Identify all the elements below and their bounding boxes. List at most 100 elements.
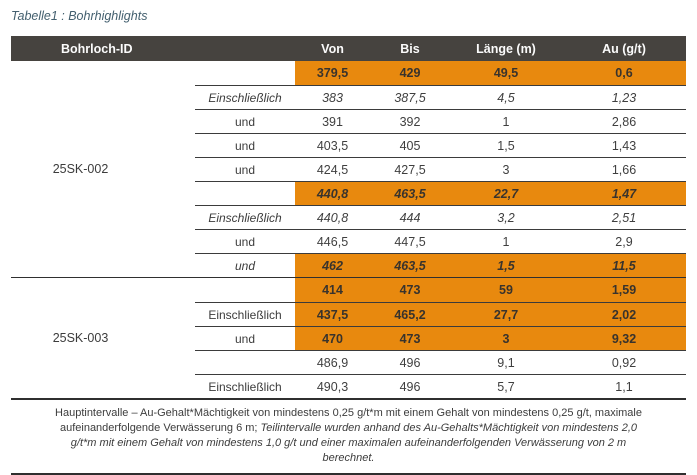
bohrloch-id-cell: 25SK-002 bbox=[52, 162, 109, 176]
table-row: 414 473 59 1,59 bbox=[195, 278, 686, 302]
column-header-bohrloch-id: Bohrloch-ID bbox=[61, 41, 133, 56]
bis-cell: 405 bbox=[399, 138, 421, 153]
drill-highlights-table: Bohrloch-ID Von Bis Länge (m) Au (g/t) 2… bbox=[11, 36, 686, 475]
laenge-cell: 1,5 bbox=[497, 138, 515, 153]
von-cell: 391 bbox=[322, 114, 343, 129]
au-cell: 9,32 bbox=[562, 327, 686, 350]
von-cell: 403,5 bbox=[316, 138, 349, 153]
au-cell: 2,86 bbox=[611, 114, 637, 129]
footnote-sub-intervals-text: Teilintervalle wurden anhand des Au-Geha… bbox=[70, 422, 638, 464]
au-cell: 0,92 bbox=[611, 355, 637, 370]
qualifier-cell: Einschließlich bbox=[208, 307, 282, 322]
column-header-laenge: Länge (m) bbox=[476, 41, 536, 56]
column-header-von: Von bbox=[321, 41, 344, 56]
qualifier-cell bbox=[195, 182, 295, 205]
laenge-cell: 1 bbox=[502, 234, 510, 249]
au-cell: 1,43 bbox=[611, 138, 637, 153]
laenge-cell: 9,1 bbox=[497, 355, 515, 370]
table-row: und 403,5 405 1,5 1,43 bbox=[195, 133, 686, 157]
section-rows: 379,5 429 49,5 0,6 Einschließlich 383 38… bbox=[195, 61, 686, 277]
bis-cell: 463,5 bbox=[370, 182, 450, 205]
au-cell: 1,66 bbox=[611, 162, 637, 177]
table-row: 379,5 429 49,5 0,6 bbox=[195, 61, 686, 85]
qualifier-cell: Einschließlich bbox=[208, 210, 282, 225]
von-cell: 383 bbox=[322, 90, 343, 105]
au-cell: 2,9 bbox=[615, 234, 633, 249]
table-header-row: Bohrloch-ID Von Bis Länge (m) Au (g/t) bbox=[11, 36, 686, 61]
qualifier-cell bbox=[195, 278, 295, 302]
von-cell: 490,3 bbox=[316, 379, 349, 394]
table-row: und 446,5 447,5 1 2,9 bbox=[195, 229, 686, 253]
section-25sk-002: 25SK-002 379,5 429 49,5 0,6 Einschließli… bbox=[11, 61, 686, 277]
bis-cell: 496 bbox=[399, 379, 421, 394]
au-cell: 1,47 bbox=[562, 182, 686, 205]
bis-cell: 465,2 bbox=[370, 303, 450, 326]
bis-cell: 387,5 bbox=[394, 90, 426, 105]
table-caption: Tabelle1 : Bohrhighlights bbox=[11, 9, 148, 23]
au-cell: 2,02 bbox=[562, 303, 686, 326]
qualifier-cell bbox=[195, 351, 295, 374]
von-cell: 440,8 bbox=[295, 182, 370, 205]
qualifier-cell: und bbox=[234, 258, 256, 273]
laenge-cell: 1 bbox=[502, 114, 510, 129]
footnote: Hauptintervalle – Au-Gehalt*Mächtigkeit … bbox=[11, 398, 686, 475]
laenge-cell: 3,2 bbox=[497, 210, 515, 225]
laenge-cell: 4,5 bbox=[497, 90, 515, 105]
table-row: Einschließlich 490,3 496 5,7 1,1 bbox=[195, 374, 686, 398]
table-row: Einschließlich 437,5 465,2 27,7 2,02 bbox=[195, 302, 686, 326]
table-row: und 470 473 3 9,32 bbox=[195, 326, 686, 350]
qualifier-cell bbox=[195, 61, 295, 85]
laenge-cell: 3 bbox=[502, 162, 510, 177]
au-cell: 1,23 bbox=[611, 90, 637, 105]
qualifier-cell: und bbox=[234, 331, 256, 346]
footnote-main-intervals-text: Hauptintervalle – Au-Gehalt*Mächtigkeit … bbox=[55, 407, 642, 434]
qualifier-cell: und bbox=[234, 138, 256, 153]
au-cell: 1,59 bbox=[562, 278, 686, 302]
qualifier-cell: Einschließlich bbox=[208, 90, 282, 105]
von-cell: 446,5 bbox=[316, 234, 349, 249]
bis-cell: 429 bbox=[370, 61, 450, 85]
au-cell: 2,51 bbox=[611, 210, 637, 225]
von-cell: 414 bbox=[295, 278, 370, 302]
table-row: Einschließlich 440,8 444 3,2 2,51 bbox=[195, 205, 686, 229]
table-row: 486,9 496 9,1 0,92 bbox=[195, 350, 686, 374]
au-cell: 1,1 bbox=[615, 379, 633, 394]
bis-cell: 392 bbox=[399, 114, 421, 129]
bis-cell: 473 bbox=[370, 278, 450, 302]
von-cell: 379,5 bbox=[295, 61, 370, 85]
qualifier-cell: Einschließlich bbox=[208, 379, 282, 394]
column-header-bis: Bis bbox=[400, 41, 420, 56]
table-row: 440,8 463,5 22,7 1,47 bbox=[195, 181, 686, 205]
qualifier-cell: und bbox=[234, 234, 256, 249]
table-row: und 462 463,5 1,5 11,5 bbox=[195, 253, 686, 277]
au-cell: 11,5 bbox=[562, 254, 686, 277]
von-cell: 470 bbox=[295, 327, 370, 350]
au-cell: 0,6 bbox=[562, 61, 686, 85]
laenge-cell: 49,5 bbox=[450, 61, 562, 85]
bis-cell: 447,5 bbox=[394, 234, 426, 249]
laenge-cell: 27,7 bbox=[450, 303, 562, 326]
bohrloch-id-cell: 25SK-003 bbox=[52, 331, 109, 345]
table-row: und 391 392 1 2,86 bbox=[195, 109, 686, 133]
table-row: Einschließlich 383 387,5 4,5 1,23 bbox=[195, 85, 686, 109]
bis-cell: 427,5 bbox=[394, 162, 426, 177]
laenge-cell: 5,7 bbox=[497, 379, 515, 394]
bis-cell: 463,5 bbox=[370, 254, 450, 277]
bis-cell: 444 bbox=[399, 210, 421, 225]
von-cell: 437,5 bbox=[295, 303, 370, 326]
column-header-au: Au (g/t) bbox=[602, 41, 646, 56]
laenge-cell: 3 bbox=[450, 327, 562, 350]
von-cell: 462 bbox=[295, 254, 370, 277]
qualifier-cell: und bbox=[234, 162, 256, 177]
bis-cell: 473 bbox=[370, 327, 450, 350]
von-cell: 440,8 bbox=[316, 210, 349, 225]
qualifier-cell: und bbox=[234, 114, 256, 129]
laenge-cell: 22,7 bbox=[450, 182, 562, 205]
laenge-cell: 59 bbox=[450, 278, 562, 302]
section-rows: 414 473 59 1,59 Einschließlich 437,5 465… bbox=[195, 278, 686, 398]
table-row: und 424,5 427,5 3 1,66 bbox=[195, 157, 686, 181]
laenge-cell: 1,5 bbox=[450, 254, 562, 277]
von-cell: 424,5 bbox=[316, 162, 349, 177]
bis-cell: 496 bbox=[399, 355, 421, 370]
